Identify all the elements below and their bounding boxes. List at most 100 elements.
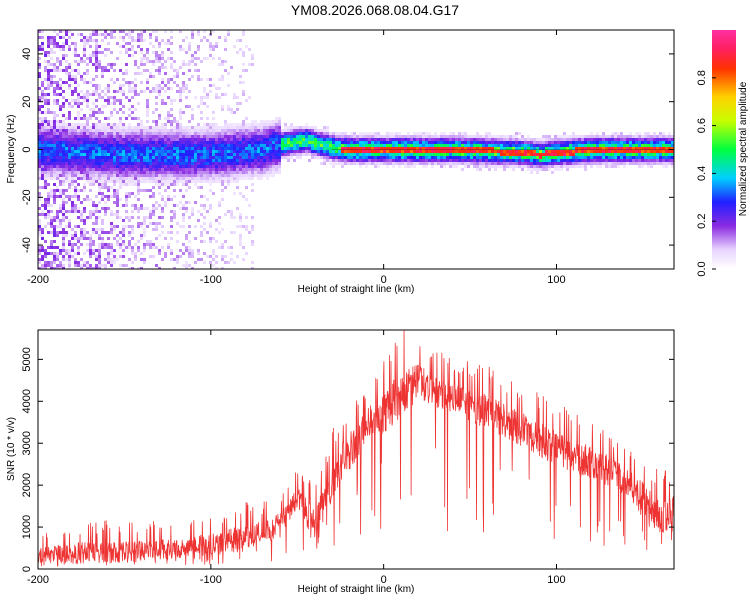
spectrogram-cell — [392, 159, 395, 162]
spectrogram-cell — [422, 141, 425, 144]
spectrogram-cell — [56, 141, 59, 144]
spectrogram-cell — [527, 156, 530, 159]
spectrogram-cell — [356, 162, 359, 165]
spectrogram-cell — [497, 165, 500, 168]
spectrogram-cell — [50, 162, 53, 165]
spectrogram-cell — [608, 147, 611, 150]
spectrogram-cell — [647, 156, 650, 159]
spectrogram-cell — [221, 147, 224, 150]
spectrogram-cell — [170, 135, 173, 138]
spectrogram-cell — [311, 153, 314, 156]
spectrogram-cell — [263, 126, 266, 129]
spectrogram-cell — [101, 126, 104, 129]
spectrogram-cell — [62, 48, 65, 51]
spectrogram-cell — [212, 30, 215, 33]
spectrogram-cell — [38, 198, 41, 201]
spectrogram-cell — [38, 228, 41, 231]
spectrogram-cell — [92, 153, 95, 156]
spectrogram-cell — [86, 126, 89, 129]
spectrogram-cell — [125, 210, 128, 213]
spectrogram-cell — [149, 135, 152, 138]
spectrogram-cell — [173, 168, 176, 171]
spectrogram-cell — [44, 264, 47, 267]
spectrogram-cell — [620, 144, 623, 147]
spectrogram-cell — [212, 174, 215, 177]
spectrogram-cell — [53, 189, 56, 192]
spectrogram-cell — [224, 153, 227, 156]
spectrogram-cell — [179, 171, 182, 174]
spectrogram-cell — [308, 144, 311, 147]
spectrogram-cell — [206, 255, 209, 258]
spectrogram-cell — [182, 264, 185, 267]
spectrogram-cell — [275, 141, 278, 144]
spectrogram-cell — [116, 126, 119, 129]
spectrogram-cell — [53, 39, 56, 42]
spectrogram-cell — [101, 129, 104, 132]
spectrogram-cell — [368, 138, 371, 141]
spectrogram-cell — [515, 132, 518, 135]
spectrogram-cell — [86, 243, 89, 246]
spectrogram-cell — [578, 150, 581, 153]
spectrogram-cell — [647, 165, 650, 168]
spectrogram-cell — [161, 180, 164, 183]
spectrogram-cell — [221, 165, 224, 168]
spectrogram-cell — [68, 195, 71, 198]
spectrogram-cell — [359, 153, 362, 156]
spectrogram-cell — [206, 126, 209, 129]
spectrogram-cell — [215, 87, 218, 90]
spectrogram-cell — [452, 144, 455, 147]
spectrogram-cell — [236, 156, 239, 159]
spectrogram-cell — [551, 159, 554, 162]
spectrogram-cell — [83, 72, 86, 75]
spectrogram-cell — [599, 162, 602, 165]
spectrogram-cell — [152, 87, 155, 90]
spectrogram-cell — [665, 165, 668, 168]
spectrogram-cell — [299, 141, 302, 144]
spectrogram-cell — [230, 123, 233, 126]
spectrogram-cell — [41, 165, 44, 168]
spectrogram-cell — [164, 183, 167, 186]
spectrogram-cell — [287, 135, 290, 138]
spectrogram-cell — [167, 186, 170, 189]
spectrogram-cell — [506, 159, 509, 162]
spectrogram-cell — [575, 144, 578, 147]
spectrogram-cell — [188, 141, 191, 144]
spectrogram-cell — [395, 135, 398, 138]
spectrogram-cell — [86, 57, 89, 60]
spectrogram-cell — [41, 213, 44, 216]
spectrogram-cell — [584, 165, 587, 168]
spectrogram-cell — [278, 156, 281, 159]
spectrogram-cell — [59, 141, 62, 144]
spectrogram-cell — [47, 147, 50, 150]
spectrogram-cell — [218, 168, 221, 171]
spectrogram-cell — [38, 258, 41, 261]
spectrogram-cell — [254, 168, 257, 171]
spectrogram-cell — [236, 132, 239, 135]
spectrogram-cell — [161, 246, 164, 249]
spectrogram-cell — [221, 105, 224, 108]
spectrogram-cell — [422, 147, 425, 150]
spectrogram-cell — [50, 246, 53, 249]
spectrogram-cell — [536, 159, 539, 162]
spectrogram-cell — [83, 78, 86, 81]
spectrogram-cell — [104, 168, 107, 171]
spectrogram-cell — [605, 138, 608, 141]
spectrogram-cell — [323, 156, 326, 159]
spectrogram-cell — [53, 177, 56, 180]
spectrogram-cell — [104, 246, 107, 249]
spectrogram-cell — [134, 132, 137, 135]
spectrogram-cell — [158, 66, 161, 69]
spectrogram-cell — [530, 162, 533, 165]
spectrogram-cell — [518, 132, 521, 135]
spectrogram-cell — [170, 120, 173, 123]
spectrogram-cell — [188, 138, 191, 141]
spectrogram-cell — [74, 210, 77, 213]
spectrogram-cell — [194, 261, 197, 264]
spectrogram-cell — [59, 261, 62, 264]
spectrogram-cell — [383, 153, 386, 156]
spectrogram-cell — [116, 57, 119, 60]
spectrogram-cell — [47, 195, 50, 198]
spectrogram-cell — [89, 54, 92, 57]
spectrogram-cell — [146, 129, 149, 132]
spectrogram-cell — [656, 135, 659, 138]
